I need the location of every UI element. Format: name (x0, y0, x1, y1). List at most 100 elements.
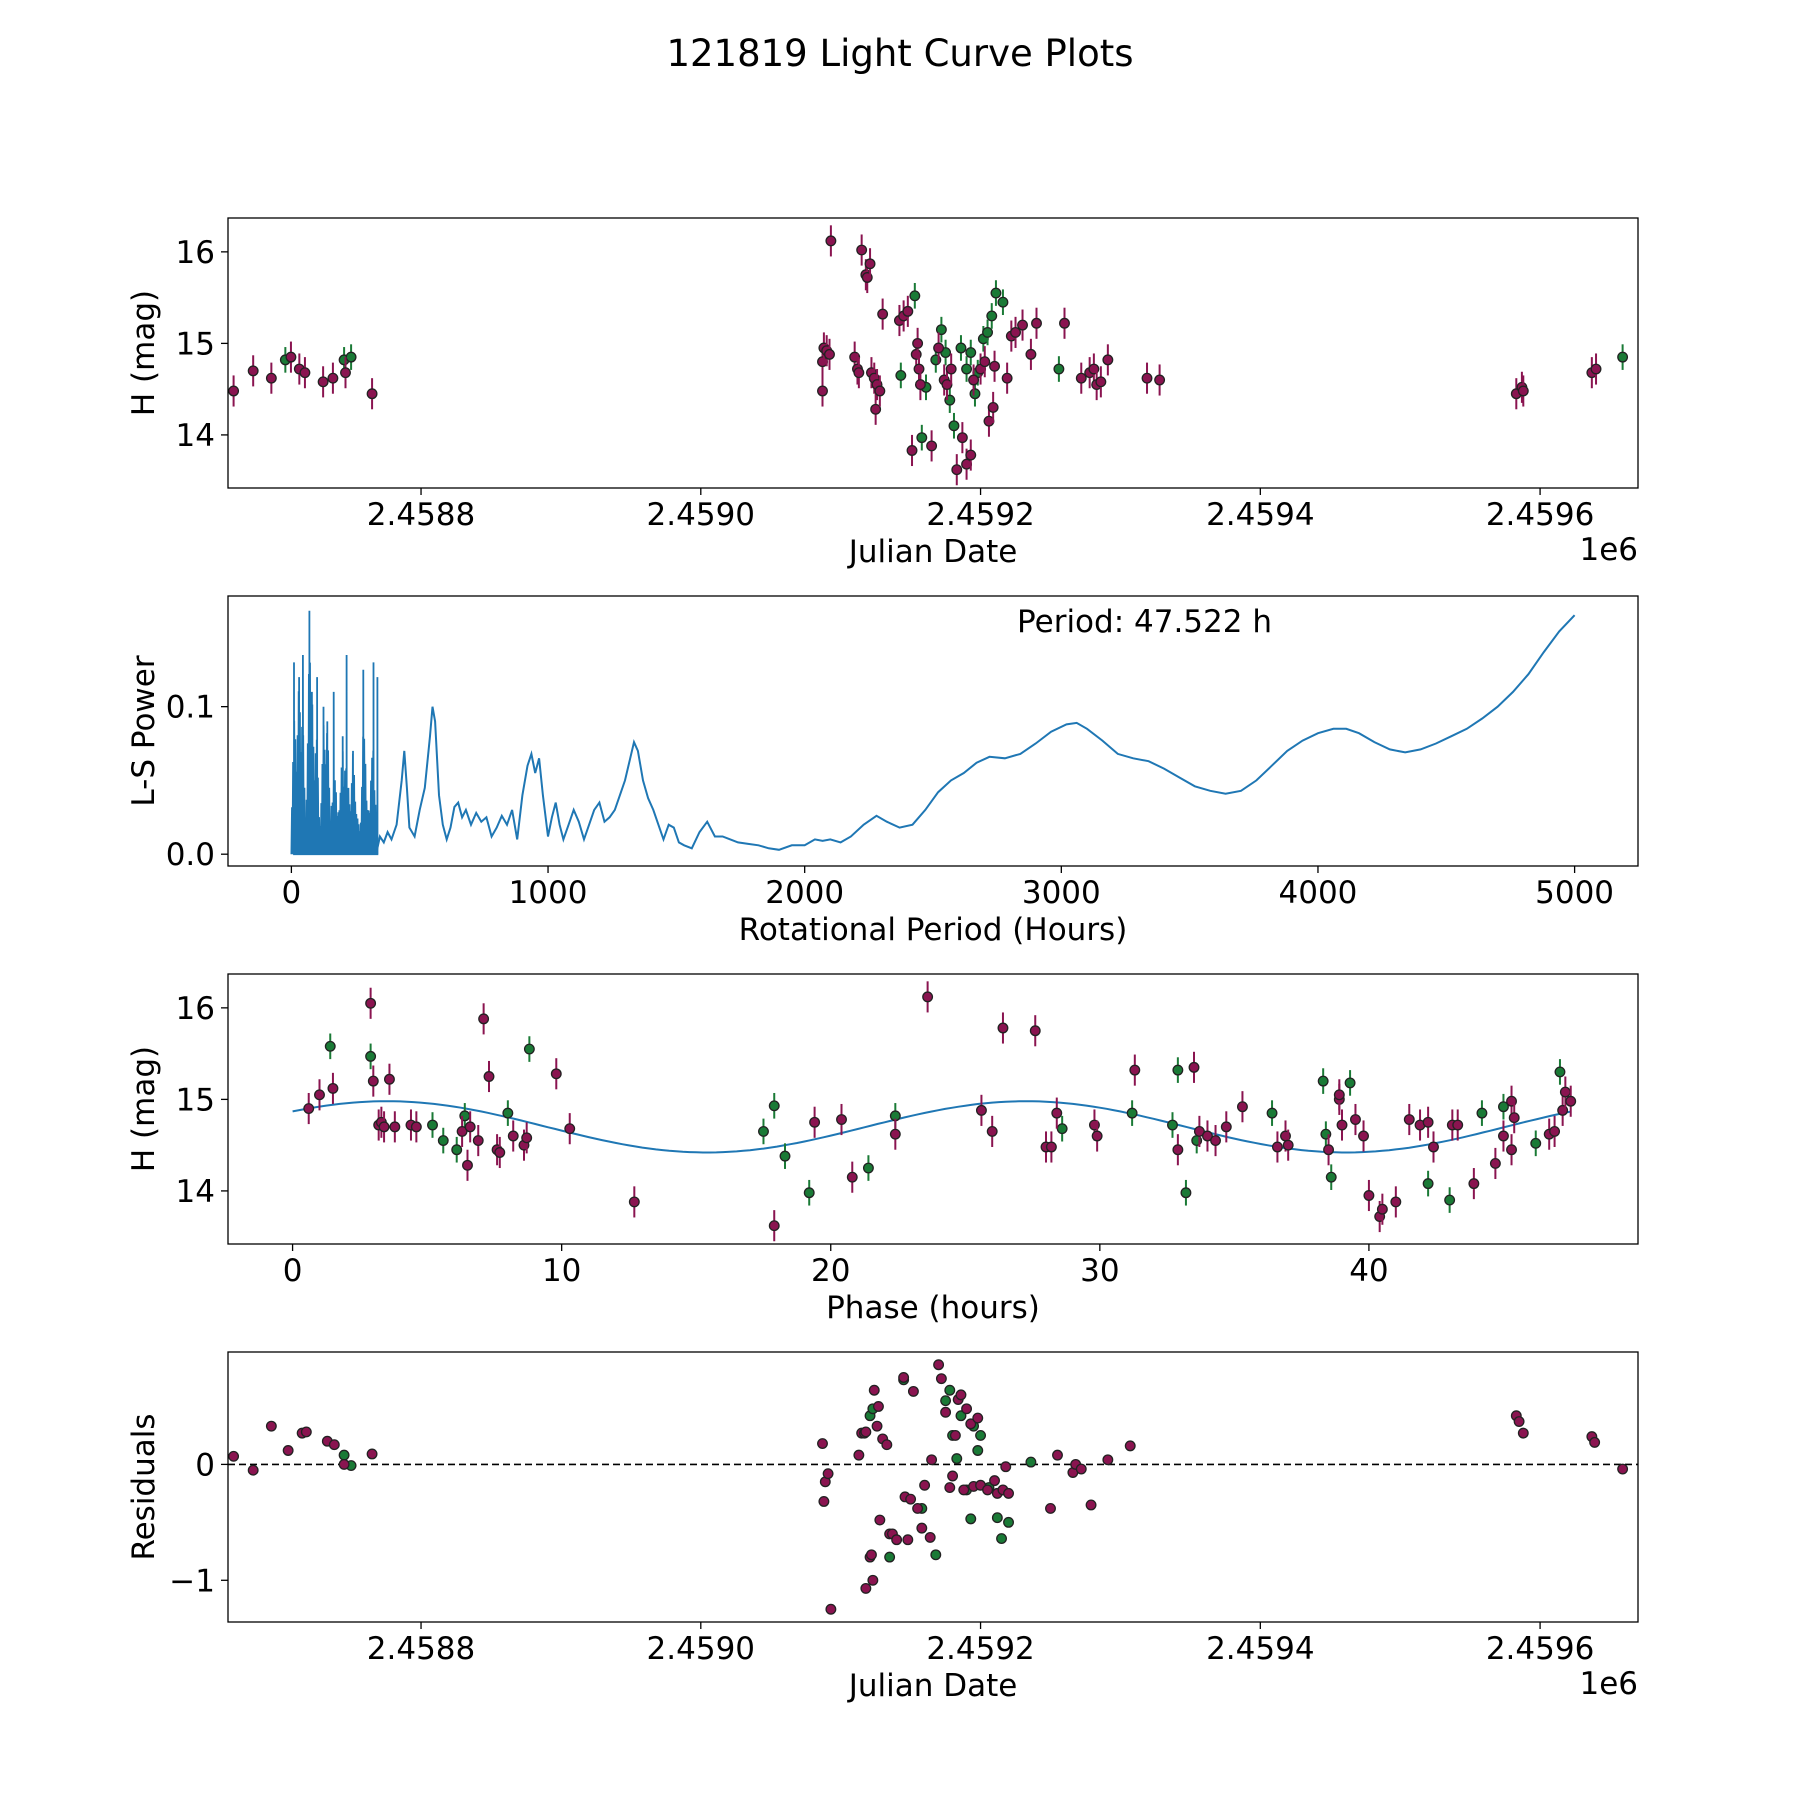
green-point (1325, 1171, 1337, 1183)
green-point (884, 1551, 896, 1563)
magenta-point (1202, 1130, 1213, 1142)
x-tick-label: 40 (1349, 1253, 1388, 1289)
magenta-point (1075, 1463, 1087, 1475)
magenta-point (1390, 1196, 1402, 1208)
green-point (324, 1040, 336, 1052)
magenta-point (870, 403, 882, 415)
magenta-point (1559, 1086, 1571, 1098)
magenta-point (1220, 1121, 1232, 1133)
x-tick-label: 20 (811, 1253, 850, 1289)
green-point (803, 1187, 815, 1199)
y-tick-label: 15 (176, 326, 215, 362)
magenta-point (1358, 1130, 1369, 1142)
magenta-point (1141, 372, 1153, 384)
magenta-point (378, 1121, 390, 1133)
magenta-point (891, 1534, 903, 1546)
x-tick-label: 5000 (1535, 875, 1614, 911)
magenta-point (1091, 1130, 1103, 1142)
magenta-point (817, 1438, 828, 1449)
magenta-point (926, 440, 938, 452)
y-tick-label: 14 (176, 418, 215, 454)
plot-area (228, 225, 1629, 486)
magenta-point (874, 1514, 886, 1526)
magenta-point (1363, 1190, 1375, 1201)
magenta-point (1589, 1436, 1601, 1448)
y-tick-label: 0 (195, 1447, 215, 1483)
magenta-point (868, 1384, 880, 1396)
magenta-point (1003, 1487, 1014, 1499)
green-point (996, 1533, 1007, 1545)
magenta-point (1236, 1101, 1248, 1113)
magenta-point (1617, 1463, 1629, 1475)
magenta-point (327, 1082, 339, 1094)
green-point (961, 363, 973, 375)
green-point (969, 388, 981, 400)
magenta-point (1210, 1135, 1221, 1147)
magenta-point (919, 1479, 931, 1491)
magenta-point (228, 1450, 240, 1462)
magenta-point (958, 1484, 970, 1496)
magenta-point (483, 1071, 495, 1082)
magenta-point (856, 244, 868, 256)
magenta-point (1428, 1141, 1439, 1153)
magenta-point (317, 376, 329, 388)
magenta-point (961, 1403, 973, 1415)
magenta-point (1124, 1440, 1136, 1452)
magenta-point (1188, 1061, 1200, 1073)
magenta-point (389, 1121, 401, 1133)
y-axis-label: Residuals (126, 1413, 162, 1560)
green-point (951, 1453, 963, 1465)
magenta-point (933, 342, 945, 354)
axes-frame (227, 973, 1639, 1245)
axes-frame (227, 217, 1639, 489)
magenta-point (365, 997, 377, 1009)
green-point (1344, 1077, 1356, 1089)
x-offset-label: 1e6 (1579, 532, 1638, 568)
magenta-point (866, 1549, 877, 1561)
magenta-point (1350, 1114, 1361, 1125)
magenta-point (1025, 348, 1037, 360)
magenta-point (945, 363, 957, 375)
green-point (1126, 1107, 1138, 1119)
magenta-point (300, 1426, 312, 1438)
magenta-point (922, 991, 934, 1003)
magenta-point (822, 1468, 834, 1480)
magenta-point (825, 235, 837, 247)
magenta-point (989, 1475, 1000, 1487)
magenta-point (955, 1389, 967, 1401)
magenta-point (1452, 1119, 1464, 1131)
magenta-point (628, 1196, 640, 1208)
magenta-point (912, 337, 924, 349)
green-point (768, 1100, 780, 1112)
green-point (895, 369, 907, 381)
y-tick-label: 0.0 (166, 837, 215, 873)
magenta-point (951, 464, 963, 476)
x-tick-label: 2000 (765, 875, 844, 911)
green-point (935, 324, 947, 336)
magenta-point (285, 351, 297, 363)
plot-area (290, 610, 1576, 856)
plot-area (228, 1359, 1638, 1615)
green-point (523, 1043, 535, 1055)
magenta-point (478, 1013, 490, 1025)
magenta-point (338, 1458, 350, 1470)
green-point (972, 1445, 984, 1456)
x-axis-label: Phase (hours) (826, 1290, 1040, 1326)
magenta-point (247, 1464, 259, 1476)
x-tick-label: 2.4596 (1486, 497, 1594, 533)
x-axis-label: Julian Date (847, 1668, 1018, 1704)
magenta-point (328, 1439, 340, 1451)
magenta-point (860, 1426, 872, 1438)
green-point (365, 1050, 377, 1062)
y-tick-label: 14 (176, 1174, 215, 1210)
magenta-point (1468, 1178, 1480, 1190)
axes-frame (227, 1351, 1639, 1623)
magenta-point (1102, 1454, 1114, 1466)
magenta-point (944, 1482, 956, 1494)
magenta-point (1051, 1107, 1063, 1119)
magenta-point (846, 1171, 858, 1183)
magenta-point (853, 367, 865, 379)
green-point (758, 1125, 769, 1137)
y-tick-label: 16 (176, 991, 215, 1027)
